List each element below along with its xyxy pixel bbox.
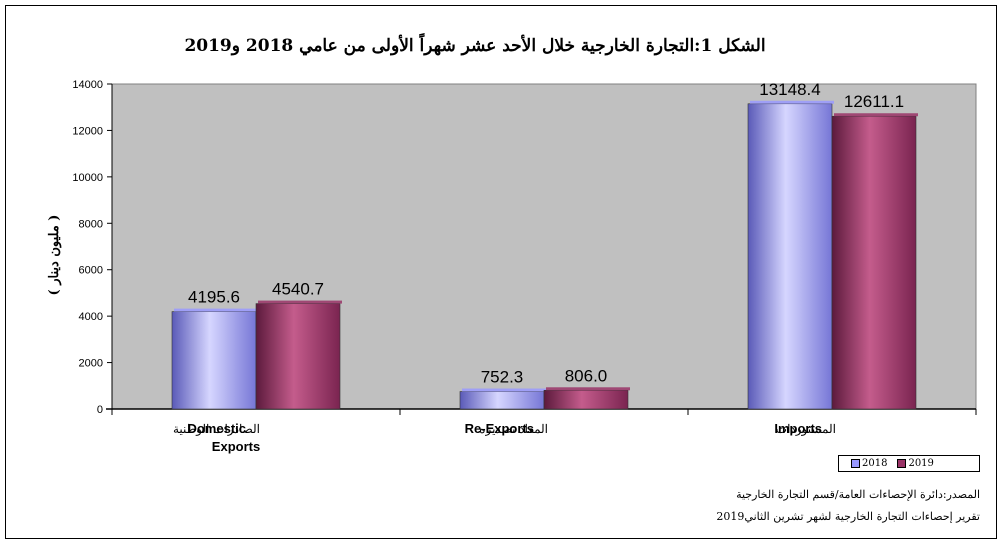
bar-2019-2 — [831, 115, 917, 410]
bar-2018-1 — [459, 391, 545, 410]
legend-item-2019: 2019 — [897, 458, 934, 469]
legend-swatch-2019 — [897, 459, 907, 468]
y-tick-label: 8000 — [79, 218, 103, 230]
y-tick-label: 0 — [97, 404, 103, 416]
category-label-en: Re-Exports — [465, 421, 534, 436]
report-note: تقرير إحصاءات التجارة الخارجية لشهر تشري… — [716, 510, 980, 523]
y-tick-label: 12000 — [72, 125, 103, 137]
category-label-en: Imports — [774, 421, 822, 436]
data-label-2018-2: 13148.4 — [759, 80, 820, 99]
bar-top-2019-0 — [258, 300, 342, 304]
category-label-ar: المعاد تصديره — [479, 422, 548, 436]
data-label-2019-1: 806.0 — [565, 366, 608, 385]
legend-label-2019: 2019 — [908, 458, 934, 469]
data-label-2019-0: 4540.7 — [272, 280, 324, 299]
y-tick-label: 6000 — [79, 265, 103, 277]
category-label-ar: المستوردات — [776, 422, 836, 436]
data-label-2018-1: 752.3 — [481, 368, 524, 387]
y-tick-label: 14000 — [72, 79, 103, 91]
legend: 2018 2019 — [838, 455, 980, 472]
bar-2018-2 — [747, 103, 833, 410]
y-tick-label: 10000 — [72, 172, 103, 184]
category-label-en: Domestic — [187, 421, 246, 436]
chart-title: الشكل 1:التجارة الخارجية خلال الأحد عشر … — [184, 36, 766, 56]
legend-swatch-2018 — [851, 459, 860, 468]
source-note: المصدر:دائرة الإحصاءات العامة/قسم التجار… — [736, 488, 980, 501]
category-label-en-2: Exports — [212, 439, 260, 454]
y-tick-label: 4000 — [79, 311, 103, 323]
bar-top-2018-1 — [462, 388, 546, 392]
bar-top-2018-0 — [174, 308, 258, 312]
bar-top-2019-2 — [834, 113, 918, 117]
data-label-2019-2: 12611.1 — [844, 92, 904, 111]
y-axis-label: ( مليون دينار ) — [47, 215, 62, 296]
legend-label-2018: 2018 — [862, 458, 888, 469]
legend-item-2018: 2018 — [851, 458, 887, 469]
category-label-ar: الصادرات الوطنية — [173, 422, 260, 436]
data-label-2018-0: 4195.6 — [188, 288, 240, 307]
bar-2019-1 — [543, 389, 629, 410]
y-tick-label: 2000 — [79, 358, 103, 370]
bar-top-2019-1 — [546, 387, 630, 391]
bar-top-2018-2 — [750, 100, 834, 104]
bar-2019-0 — [255, 303, 341, 410]
bar-2018-0 — [171, 311, 257, 410]
